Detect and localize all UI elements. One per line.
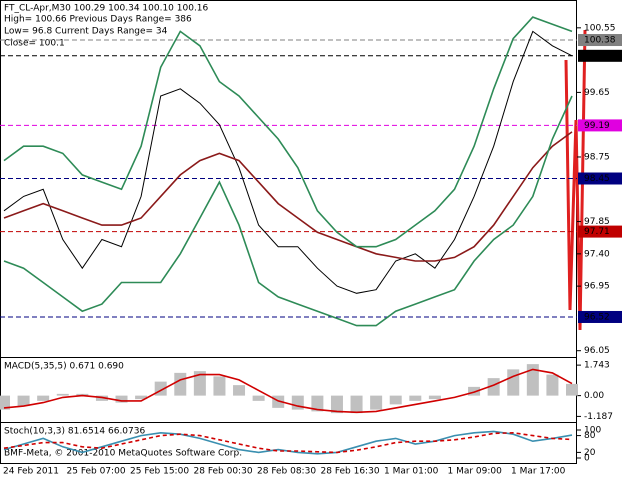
histogram-bar xyxy=(76,393,89,396)
series-line xyxy=(3,30,573,294)
level-label: 100.16 xyxy=(584,51,616,61)
y-tick-label: 96.95 xyxy=(584,282,610,292)
x-tick-label: 28 Feb 16:30 xyxy=(321,467,380,477)
x-tick-label: 24 Feb 2011 xyxy=(3,467,59,477)
histogram-bar xyxy=(546,374,559,396)
x-tick-label: 25 Feb 07:00 xyxy=(67,467,126,477)
stoch-title: Stoch(10,3,3) 81.6514 66.0736 xyxy=(4,427,145,437)
series-line xyxy=(3,431,573,454)
histogram-bar xyxy=(566,383,578,396)
level-label: 98.45 xyxy=(584,174,610,184)
header-line: High= 100.66 Previous Days Range= 386 xyxy=(4,15,192,25)
y-tick-label: 20 xyxy=(584,448,596,458)
histogram-bar xyxy=(233,385,246,396)
histogram-bar xyxy=(37,395,50,401)
level-label-bg xyxy=(578,49,622,62)
level-label-bg xyxy=(578,119,622,132)
histogram-bar xyxy=(252,395,265,401)
macd-title: MACD(5,35,5) 0.671 0.690 xyxy=(4,362,124,372)
histogram-bar xyxy=(311,395,324,412)
y-tick-label: 100 xyxy=(584,426,601,436)
histogram-bar xyxy=(330,395,343,414)
y-tick-label: 100.55 xyxy=(584,23,616,33)
y-tick-label: 80 xyxy=(584,431,596,441)
histogram-bar xyxy=(213,376,226,396)
histogram-bar xyxy=(487,378,500,396)
histogram-bar xyxy=(193,371,206,396)
y-tick-label: 0.00 xyxy=(584,391,604,401)
histogram-bar xyxy=(174,372,187,396)
histogram-bar xyxy=(428,395,441,400)
x-tick-label: 1 Mar 01:00 xyxy=(384,467,439,477)
histogram-bar xyxy=(135,395,148,400)
y-tick-label: 99.65 xyxy=(584,88,610,98)
series-line xyxy=(3,368,573,414)
level-label: 99.19 xyxy=(584,121,610,131)
y-tick-label: 97.85 xyxy=(584,217,610,227)
x-tick-label: 1 Mar 17:00 xyxy=(511,467,566,477)
level-label-bg xyxy=(578,310,622,323)
histogram-bar xyxy=(370,395,383,410)
y-tick-label: 1.743 xyxy=(584,361,610,371)
y-tick-label: 0 xyxy=(584,454,590,464)
histogram-bar xyxy=(468,386,481,396)
x-tick-label: 28 Feb 00:30 xyxy=(194,467,253,477)
series-line xyxy=(3,16,573,248)
y-tick-label: -1.187 xyxy=(584,412,613,422)
copyright: BMF-Meta, © 2001-2010 MetaQuotes Softwar… xyxy=(4,449,242,459)
x-tick-label: 28 Feb 08:30 xyxy=(257,467,316,477)
header-title: FT_CL-Apr,M30 100.29 100.34 100.10 100.1… xyxy=(4,4,209,14)
series-line xyxy=(3,95,573,327)
histogram-bar xyxy=(17,395,30,407)
histogram-bar xyxy=(526,364,539,396)
histogram-bar xyxy=(56,393,69,396)
header-line: Close= 100.1 xyxy=(4,39,65,49)
y-tick-label: 97.40 xyxy=(584,249,610,259)
header-line: Low= 96.8 Current Days Range= 34 xyxy=(4,27,168,37)
series-line xyxy=(3,131,573,262)
y-tick-label: 96.05 xyxy=(584,346,610,356)
histogram-bar xyxy=(115,395,128,403)
y-tick-label: 98.75 xyxy=(584,152,610,162)
level-label: 97.71 xyxy=(584,227,610,237)
histogram-bar xyxy=(389,395,402,405)
level-label: 96.52 xyxy=(584,312,610,322)
histogram-bar xyxy=(507,369,520,396)
histogram-bar xyxy=(95,395,108,401)
level-label-bg xyxy=(578,225,622,238)
x-tick-label: 1 Mar 09:00 xyxy=(448,467,503,477)
level-label-bg xyxy=(578,172,622,185)
level-label-bg xyxy=(578,34,622,47)
level-label: 100.38 xyxy=(584,36,616,46)
x-tick-label: 25 Feb 15:00 xyxy=(130,467,189,477)
histogram-bar xyxy=(350,395,363,414)
histogram-bar xyxy=(0,395,10,410)
histogram-bar xyxy=(409,395,422,401)
